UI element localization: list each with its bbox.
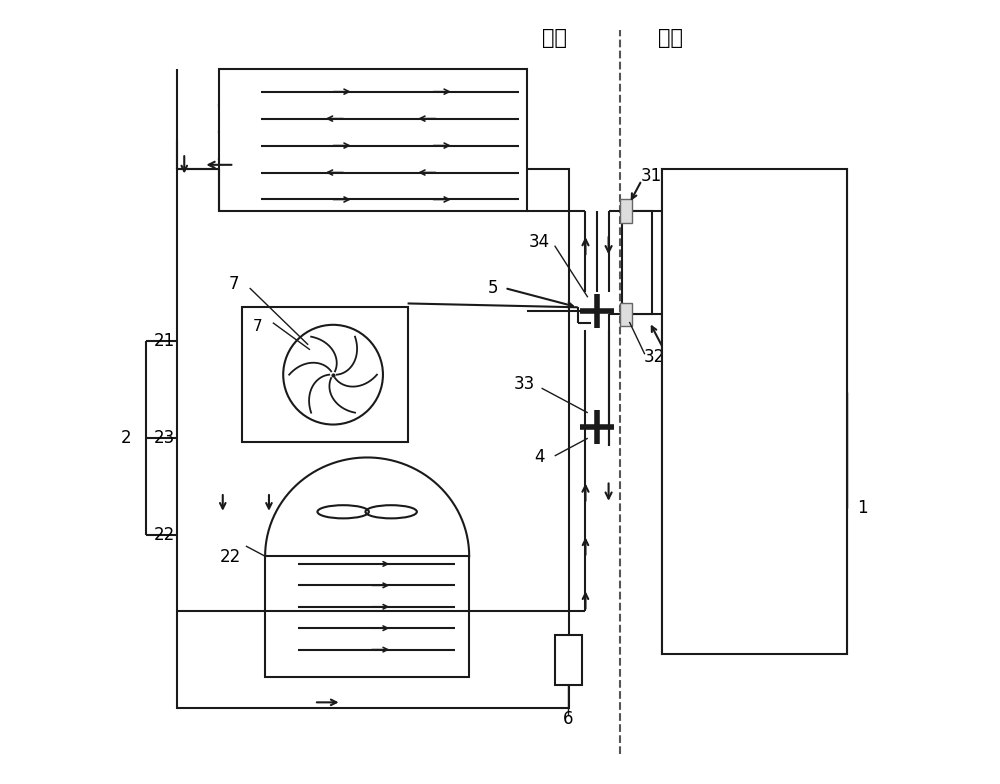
Text: 23: 23	[154, 429, 175, 447]
Text: 21: 21	[154, 332, 175, 350]
Text: 6: 6	[563, 710, 573, 728]
Bar	[177, 169, 569, 708]
Text: 室内: 室内	[658, 27, 683, 48]
Text: 5: 5	[488, 279, 498, 297]
Text: 1: 1	[857, 499, 867, 517]
Bar	[219, 68, 527, 211]
Bar	[622, 211, 652, 314]
Text: 33: 33	[513, 376, 534, 394]
Text: 2: 2	[121, 429, 132, 447]
Text: 22: 22	[154, 526, 175, 544]
Bar	[265, 556, 469, 677]
Bar	[242, 307, 408, 442]
Bar	[620, 303, 632, 326]
Text: 4: 4	[534, 448, 545, 466]
Text: 3: 3	[680, 367, 691, 385]
Text: 室外: 室外	[542, 27, 567, 48]
Text: 7: 7	[253, 319, 262, 334]
Text: 32: 32	[644, 347, 665, 365]
Bar	[662, 169, 847, 654]
Text: 34: 34	[529, 233, 550, 251]
Text: 31: 31	[640, 167, 662, 185]
Text: 7: 7	[229, 275, 240, 293]
Bar	[620, 199, 632, 223]
Bar	[555, 634, 582, 684]
Text: 22: 22	[220, 548, 241, 566]
Bar	[662, 169, 847, 654]
